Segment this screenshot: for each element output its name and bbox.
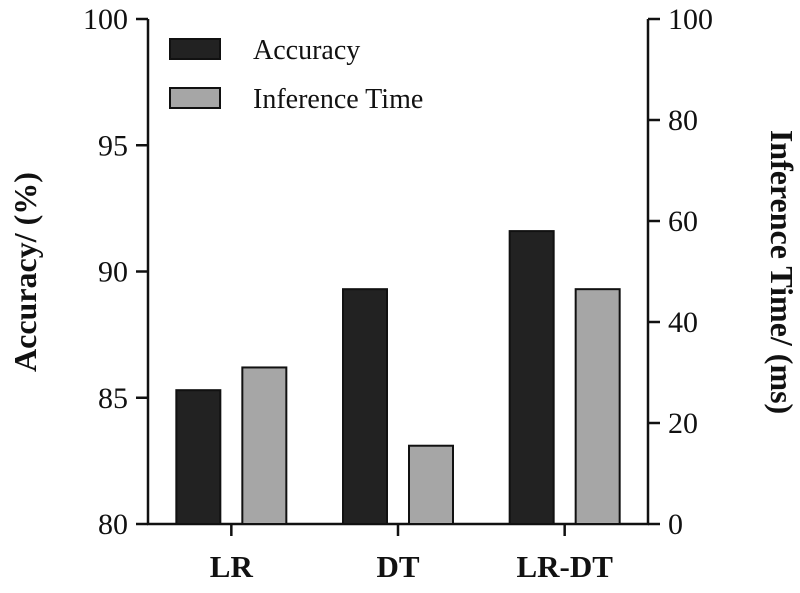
left-axis-title: Accuracy/ (%)	[7, 172, 43, 372]
left-tick-label: 85	[98, 382, 128, 415]
right-tick-label: 0	[668, 508, 683, 541]
legend-label-inference-time: Inference Time	[253, 84, 423, 115]
right-tick-label: 80	[668, 104, 698, 137]
bar-inference-time-dt	[408, 444, 454, 526]
bar-accuracy-lr	[175, 389, 222, 525]
legend-swatch-inference-time	[169, 87, 221, 109]
bar-inference-time-lr-dt	[574, 288, 621, 525]
right-tick-label: 40	[668, 306, 698, 339]
right-tick-label: 60	[668, 205, 698, 238]
right-tick-label: 20	[668, 407, 698, 440]
category-label-dt: DT	[376, 549, 419, 584]
left-tick-label: 80	[98, 508, 128, 541]
right-axis-title: Inference Time/ (ms)	[764, 130, 800, 414]
legend-swatch-accuracy	[169, 38, 221, 60]
left-tick-label: 95	[98, 129, 128, 162]
axes: 80 85 90 95 100 0 20 40 60 80 100 LR DT LR-DT	[83, 3, 713, 584]
bar-accuracy-dt	[342, 288, 388, 525]
bar-inference-time-lr	[241, 366, 288, 526]
left-tick-label: 90	[98, 256, 128, 289]
bars	[175, 230, 621, 526]
legend-label-accuracy: Accuracy	[253, 35, 360, 66]
right-tick-label: 100	[668, 3, 713, 36]
bar-accuracy-lr-dt	[508, 230, 555, 525]
legend: Accuracy Inference Time	[169, 35, 423, 115]
category-label-lr-dt: LR-DT	[516, 549, 613, 584]
category-label-lr: LR	[210, 549, 254, 584]
left-tick-label: 100	[83, 3, 128, 36]
